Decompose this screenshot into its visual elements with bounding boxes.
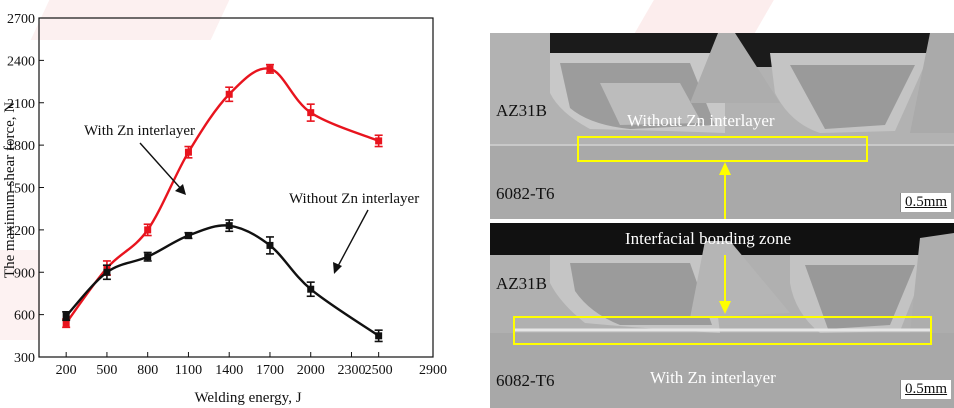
y-tick-label: 1200 xyxy=(7,224,35,239)
x-tick-label: 2000 xyxy=(297,363,325,378)
data-point xyxy=(375,137,383,145)
shear-force-chart: 300 600 900 1200 1500 1800 2100 2400 2700 200 500 8… xyxy=(2,12,447,406)
interfacial-bonding-zone-label: Interfacial bonding zone xyxy=(625,229,792,248)
data-point xyxy=(307,109,315,117)
y-tick-label: 900 xyxy=(14,266,35,281)
x-tick-label: 200 xyxy=(56,363,77,378)
data-point xyxy=(62,312,70,320)
y-tick-label: 1800 xyxy=(7,139,35,154)
x-tick-label: 500 xyxy=(96,363,117,378)
micrograph-bottom xyxy=(490,223,954,408)
x-tick-label: 2900 xyxy=(419,363,447,378)
series-without-zn xyxy=(62,219,383,343)
data-point xyxy=(375,332,383,340)
annotation-without-zn: Without Zn interlayer xyxy=(289,191,419,207)
y-axis-label: The maximum shear force, N xyxy=(2,102,18,278)
x-axis-label: Welding energy, J xyxy=(194,390,301,406)
data-point xyxy=(225,222,233,230)
plot-frame xyxy=(38,17,434,358)
y-tick-label: 600 xyxy=(14,309,35,324)
bottom-scale-bar: 0.5mm xyxy=(900,380,952,399)
y-tick-label: 2700 xyxy=(7,12,35,27)
data-point xyxy=(144,226,152,234)
x-tick-label: 800 xyxy=(137,363,158,378)
data-point xyxy=(144,253,152,261)
series-line-without-zn xyxy=(65,224,380,337)
annotation-arrow-without-zn xyxy=(333,209,369,274)
bonding-zone-box-bottom xyxy=(513,316,932,345)
data-point xyxy=(184,148,192,156)
annotation-with-zn: With Zn interlayer xyxy=(84,123,195,139)
x-tick-label: 1400 xyxy=(215,363,243,378)
top-lower-material-label: 6082-T6 xyxy=(496,184,555,203)
y-tick-label: 2400 xyxy=(7,54,35,69)
bonding-zone-box-top xyxy=(577,136,868,162)
data-point xyxy=(307,285,315,293)
y-tick-label: 300 xyxy=(14,351,35,366)
data-point xyxy=(62,319,70,327)
x-tick-label: 2500 xyxy=(365,363,393,378)
x-tick-label: 1100 xyxy=(175,363,202,378)
top-caption: Without Zn interlayer xyxy=(627,111,775,130)
data-point xyxy=(184,232,192,240)
data-point xyxy=(103,268,111,276)
y-tick-label: 2100 xyxy=(7,97,35,112)
bottom-caption: With Zn interlayer xyxy=(650,368,776,387)
micrograph-top xyxy=(490,33,954,219)
annotation-arrow-with-zn xyxy=(139,142,186,195)
data-point xyxy=(225,90,233,98)
data-point xyxy=(266,241,274,249)
bottom-lower-material-label: 6082-T6 xyxy=(496,371,555,390)
bonding-zone-arrows xyxy=(719,162,731,314)
top-scale-bar: 0.5mm xyxy=(900,193,952,212)
y-tick-label: 1500 xyxy=(7,182,35,197)
watermark-band-bottom xyxy=(0,250,40,340)
top-upper-material-label: AZ31B xyxy=(496,101,547,120)
bottom-upper-material-label: AZ31B xyxy=(496,274,547,293)
micrograph-panel: AZ31B Without Zn interlayer 6082-T6 0.5m… xyxy=(490,33,954,408)
x-tick-label: 2300 xyxy=(337,363,365,378)
x-tick-label: 1700 xyxy=(256,363,284,378)
data-point xyxy=(266,65,274,73)
